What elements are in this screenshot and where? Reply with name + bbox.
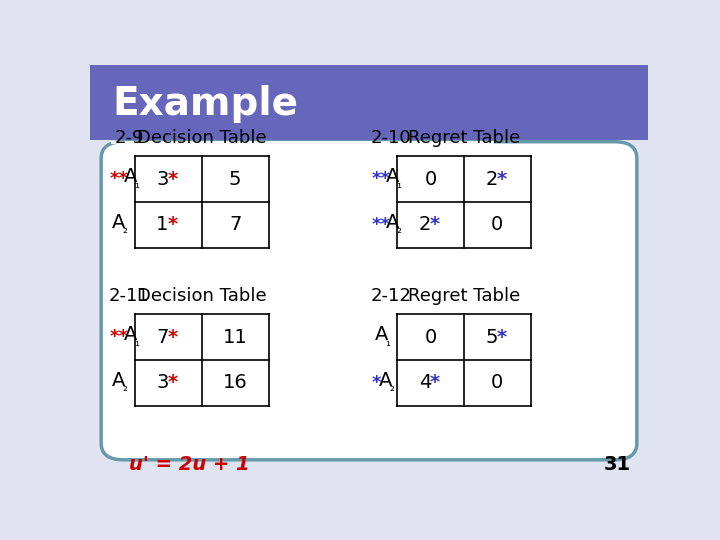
Text: 0: 0 <box>491 373 503 393</box>
FancyBboxPatch shape <box>101 141 637 460</box>
Text: 3: 3 <box>156 373 168 393</box>
Text: ₁: ₁ <box>396 178 401 191</box>
Text: 2-12: 2-12 <box>371 287 412 305</box>
Text: 2: 2 <box>485 170 498 188</box>
Text: 5: 5 <box>485 328 498 347</box>
Text: A: A <box>124 325 138 344</box>
Text: *: * <box>497 170 507 188</box>
Text: A: A <box>124 167 138 186</box>
Text: 1: 1 <box>156 215 168 234</box>
Text: Regret Table: Regret Table <box>408 129 520 146</box>
Text: *: * <box>168 215 178 234</box>
Text: *: * <box>430 373 440 393</box>
Text: 4: 4 <box>418 373 431 393</box>
Text: A: A <box>112 371 126 390</box>
Text: Regret Table: Regret Table <box>408 287 520 305</box>
Text: 2-10: 2-10 <box>371 129 412 146</box>
Text: **: ** <box>372 170 391 188</box>
Text: A: A <box>387 213 400 232</box>
Text: 2-9: 2-9 <box>114 129 144 146</box>
Text: ₂: ₂ <box>396 224 401 237</box>
Text: **: ** <box>372 216 391 234</box>
Text: *: * <box>168 328 178 347</box>
Text: Example: Example <box>112 85 298 123</box>
FancyBboxPatch shape <box>90 65 648 140</box>
Text: ₂: ₂ <box>122 224 127 237</box>
Text: ₂: ₂ <box>122 381 127 394</box>
Text: *: * <box>168 373 178 393</box>
Text: *: * <box>372 374 382 392</box>
Text: 7: 7 <box>229 215 241 234</box>
Text: 3: 3 <box>156 170 168 188</box>
Text: A: A <box>374 325 388 344</box>
Text: Decision Table: Decision Table <box>137 129 266 146</box>
Text: 5: 5 <box>229 170 241 188</box>
Text: 2-11: 2-11 <box>109 287 150 305</box>
Text: A: A <box>112 213 126 232</box>
Text: 0: 0 <box>491 215 503 234</box>
Text: **: ** <box>109 328 129 346</box>
Text: *: * <box>430 215 440 234</box>
Text: 0: 0 <box>424 170 436 188</box>
Text: Decision Table: Decision Table <box>137 287 266 305</box>
Text: ₂: ₂ <box>389 381 394 394</box>
Text: A: A <box>387 167 400 186</box>
Text: 2: 2 <box>418 215 431 234</box>
Text: 11: 11 <box>222 328 248 347</box>
Text: 16: 16 <box>222 373 248 393</box>
Text: 0: 0 <box>424 328 436 347</box>
Text: **: ** <box>109 170 129 188</box>
Text: u' = 2u + 1: u' = 2u + 1 <box>129 455 250 474</box>
Text: 31: 31 <box>604 455 631 474</box>
Text: ₁: ₁ <box>384 336 390 349</box>
Text: ₁: ₁ <box>134 178 139 191</box>
Text: ₁: ₁ <box>134 336 139 349</box>
Text: *: * <box>497 328 507 347</box>
Text: *: * <box>168 170 178 188</box>
Text: 7: 7 <box>156 328 168 347</box>
Text: A: A <box>379 371 392 390</box>
